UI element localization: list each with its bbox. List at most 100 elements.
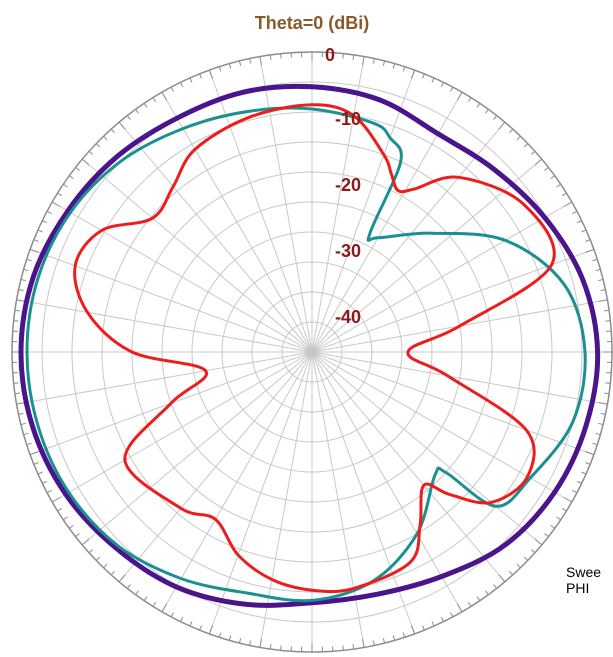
tick-mark bbox=[189, 77, 193, 83]
tick-mark bbox=[18, 412, 24, 415]
grid-spoke bbox=[161, 351, 313, 613]
tick-mark bbox=[218, 632, 222, 638]
tick-mark bbox=[81, 538, 90, 546]
tick-mark bbox=[498, 574, 506, 583]
tick-mark bbox=[280, 645, 282, 651]
tick-mark bbox=[269, 54, 272, 60]
tick-mark bbox=[411, 69, 416, 79]
tick-mark bbox=[13, 382, 19, 384]
outer-tick-marks bbox=[12, 52, 612, 652]
tick-mark bbox=[180, 82, 184, 88]
tick-mark bbox=[605, 320, 611, 322]
tick-mark bbox=[199, 73, 202, 79]
grid-spoke bbox=[311, 121, 506, 353]
tick-mark bbox=[57, 192, 63, 197]
series-trace-2 bbox=[25, 106, 587, 603]
tick-mark bbox=[598, 278, 604, 282]
grid-spoke bbox=[208, 351, 313, 635]
tick-mark bbox=[362, 56, 365, 66]
tick-mark bbox=[51, 497, 61, 503]
tick-mark bbox=[534, 158, 543, 166]
tick-mark bbox=[498, 121, 506, 130]
tick-mark bbox=[598, 422, 604, 426]
tick-mark bbox=[457, 603, 463, 613]
tick-mark bbox=[143, 596, 148, 601]
tick-mark bbox=[143, 103, 148, 108]
tick-mark bbox=[352, 54, 355, 60]
tick-mark bbox=[600, 289, 606, 292]
tick-mark bbox=[585, 248, 595, 253]
tick-mark bbox=[530, 549, 536, 554]
series-trace-3 bbox=[73, 103, 556, 594]
radial-label-0: 0 bbox=[325, 45, 335, 65]
tick-mark bbox=[523, 556, 529, 561]
tick-mark bbox=[81, 158, 90, 166]
tick-mark bbox=[161, 91, 167, 101]
grid-spoke bbox=[29, 248, 313, 353]
tick-mark bbox=[598, 402, 608, 405]
tick-mark bbox=[63, 183, 68, 188]
tick-mark bbox=[581, 471, 587, 475]
tick-mark bbox=[572, 490, 578, 494]
grid-spoke bbox=[51, 201, 313, 353]
tick-mark bbox=[402, 66, 406, 72]
series-traces bbox=[18, 83, 601, 608]
tick-mark bbox=[180, 616, 184, 622]
tick-mark bbox=[509, 570, 514, 576]
radial-label-minus-20: -20 bbox=[335, 175, 361, 195]
tick-mark bbox=[440, 82, 444, 88]
tick-mark bbox=[208, 625, 213, 635]
tick-mark bbox=[516, 135, 521, 141]
tick-mark bbox=[14, 392, 20, 395]
tick-mark bbox=[189, 621, 193, 627]
tick-mark bbox=[604, 309, 610, 312]
tick-mark bbox=[450, 86, 454, 92]
tick-mark bbox=[581, 229, 587, 233]
tick-mark bbox=[63, 516, 68, 521]
tick-mark bbox=[352, 644, 355, 650]
tick-mark bbox=[372, 58, 375, 64]
tick-mark bbox=[484, 590, 489, 595]
tick-mark bbox=[476, 596, 481, 601]
tick-mark bbox=[42, 480, 48, 484]
tick-mark bbox=[534, 538, 543, 546]
tick-mark bbox=[592, 258, 598, 262]
tick-mark bbox=[431, 621, 435, 627]
tick-mark bbox=[208, 69, 213, 79]
series-trace-1 bbox=[18, 83, 601, 608]
tick-mark bbox=[103, 135, 108, 141]
tick-mark bbox=[422, 73, 425, 79]
tick-mark bbox=[46, 490, 52, 494]
tick-mark bbox=[467, 97, 472, 103]
tick-mark bbox=[126, 584, 131, 589]
grid-spoke bbox=[311, 351, 608, 405]
tick-mark bbox=[228, 635, 232, 641]
tick-mark bbox=[26, 258, 32, 262]
tick-mark bbox=[57, 507, 63, 512]
tick-mark bbox=[33, 239, 39, 242]
tick-mark bbox=[382, 60, 386, 66]
tick-mark bbox=[126, 115, 131, 120]
tick-mark bbox=[585, 451, 595, 456]
grid-spoke bbox=[81, 351, 313, 546]
tick-mark bbox=[411, 625, 416, 635]
grid-spoke bbox=[81, 158, 313, 353]
tick-mark bbox=[422, 625, 425, 631]
tick-mark bbox=[572, 210, 578, 214]
tick-mark bbox=[110, 128, 115, 134]
tick-mark bbox=[585, 239, 591, 242]
grid-spoke bbox=[311, 69, 416, 353]
sweep-variable: PHI bbox=[566, 580, 590, 596]
tick-mark bbox=[259, 638, 262, 648]
tick-mark bbox=[29, 248, 39, 253]
tick-mark bbox=[238, 60, 242, 66]
radial-label-minus-30: -30 bbox=[335, 241, 361, 261]
tick-mark bbox=[37, 471, 43, 475]
tick-mark bbox=[561, 507, 567, 512]
tick-mark bbox=[544, 166, 549, 171]
tick-mark bbox=[605, 382, 611, 384]
tick-mark bbox=[23, 432, 29, 436]
tick-mark bbox=[544, 533, 549, 538]
tick-mark bbox=[42, 220, 48, 224]
